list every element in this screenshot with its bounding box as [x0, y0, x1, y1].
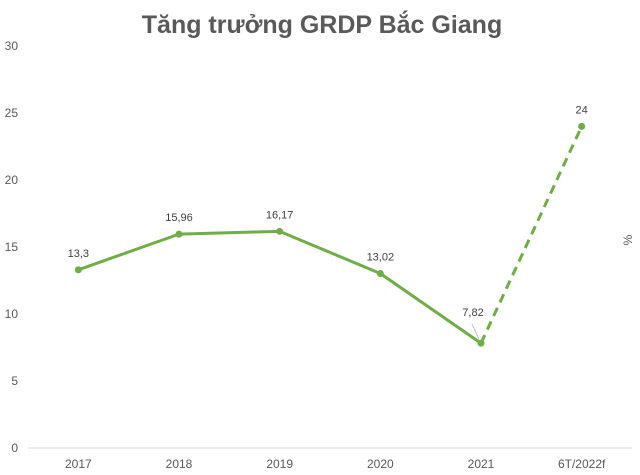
forecast-line: [479, 125, 584, 344]
data-label: 16,17: [266, 209, 294, 221]
series-layer: [74, 122, 586, 347]
x-tick-label: 2017: [65, 457, 92, 471]
x-tick-label: 6T/2022f: [558, 457, 606, 471]
y-tick-label: 5: [11, 374, 18, 388]
x-tick-label: 2018: [166, 457, 193, 471]
data-point: [74, 266, 82, 274]
y-tick-label: 10: [5, 307, 19, 321]
data-labels: 13,3 15,96 16,17 13,02 7,82 24: [68, 104, 588, 340]
x-tick-label: 2020: [367, 457, 394, 471]
data-point: [578, 122, 586, 130]
series-line: [76, 229, 483, 345]
y-tick-label: 25: [5, 106, 19, 120]
y-tick-label: 0: [11, 441, 18, 455]
data-label: 13,3: [68, 248, 89, 260]
data-label: 24: [576, 104, 588, 116]
data-point: [376, 270, 384, 278]
x-axis: 2017 2018 2019 2020 2021 6T/2022f: [28, 447, 632, 471]
data-point: [175, 230, 183, 238]
y-unit-label: %: [621, 234, 635, 245]
x-tick-label: 2019: [266, 457, 293, 471]
y-tick-label: 15: [5, 240, 19, 254]
x-tick-label: 2021: [468, 457, 495, 471]
label-leader-line: [471, 324, 480, 340]
y-tick-label: 30: [5, 39, 19, 53]
y-axis: 0 5 10 15 20 25 30: [5, 39, 19, 455]
y-tick-label: 20: [5, 173, 19, 187]
data-point: [276, 227, 284, 235]
chart-title: Tăng trưởng GRDP Bắc Giang: [142, 9, 502, 39]
data-point: [477, 339, 485, 347]
data-label: 13,02: [367, 252, 395, 264]
data-label: 15,96: [165, 212, 193, 224]
data-label: 7,82: [462, 307, 483, 319]
